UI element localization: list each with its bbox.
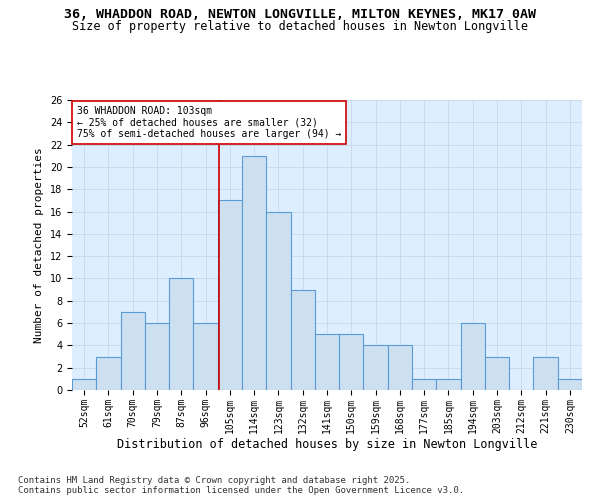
Bar: [315, 334, 339, 390]
Bar: [218, 200, 242, 390]
Text: 36 WHADDON ROAD: 103sqm
← 25% of detached houses are smaller (32)
75% of semi-de: 36 WHADDON ROAD: 103sqm ← 25% of detache…: [77, 106, 341, 139]
Bar: [96, 356, 121, 390]
Bar: [242, 156, 266, 390]
Bar: [533, 356, 558, 390]
Bar: [461, 323, 485, 390]
Bar: [193, 323, 218, 390]
Y-axis label: Number of detached properties: Number of detached properties: [34, 147, 44, 343]
Bar: [558, 379, 582, 390]
Bar: [169, 278, 193, 390]
Bar: [485, 356, 509, 390]
Bar: [412, 379, 436, 390]
Bar: [436, 379, 461, 390]
Bar: [121, 312, 145, 390]
Text: Contains HM Land Registry data © Crown copyright and database right 2025.
Contai: Contains HM Land Registry data © Crown c…: [18, 476, 464, 495]
X-axis label: Distribution of detached houses by size in Newton Longville: Distribution of detached houses by size …: [117, 438, 537, 452]
Bar: [290, 290, 315, 390]
Bar: [364, 346, 388, 390]
Bar: [145, 323, 169, 390]
Text: 36, WHADDON ROAD, NEWTON LONGVILLE, MILTON KEYNES, MK17 0AW: 36, WHADDON ROAD, NEWTON LONGVILLE, MILT…: [64, 8, 536, 20]
Bar: [266, 212, 290, 390]
Bar: [388, 346, 412, 390]
Bar: [339, 334, 364, 390]
Text: Size of property relative to detached houses in Newton Longville: Size of property relative to detached ho…: [72, 20, 528, 33]
Bar: [72, 379, 96, 390]
